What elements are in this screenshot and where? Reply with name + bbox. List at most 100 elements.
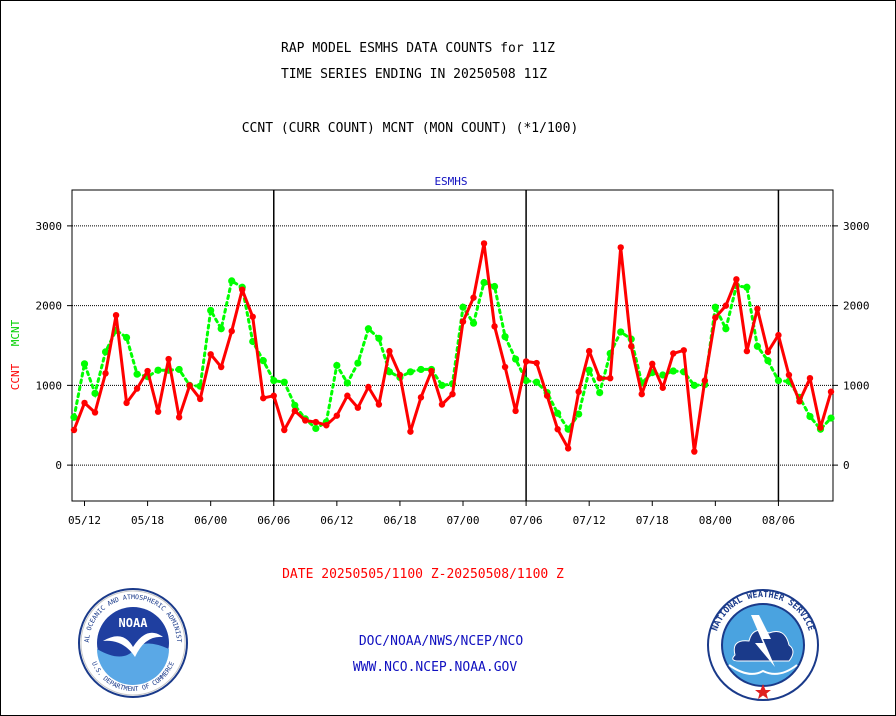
series-ccnt-point <box>722 302 730 309</box>
series-mcnt-point <box>533 378 541 386</box>
series-ccnt-point <box>375 401 383 408</box>
noaa-logo-text: NOAA <box>119 616 149 630</box>
series-ccnt-point <box>691 448 698 455</box>
series-ccnt-point <box>449 390 456 398</box>
series-ccnt-point <box>575 388 582 395</box>
series-ccnt-point <box>144 367 151 375</box>
series-ccnt-point <box>186 382 193 389</box>
series-mcnt-point <box>70 413 78 421</box>
series-mcnt-point <box>207 306 215 315</box>
x-tick-label: 06/00 <box>194 514 227 527</box>
series-ccnt-point <box>785 371 793 379</box>
series-mcnt-point <box>364 325 372 333</box>
series-ccnt-point <box>312 418 320 426</box>
series-mcnt-point <box>438 381 446 389</box>
chart-header-line1: RAP MODEL ESMHS DATA COUNTS for 11Z <box>281 41 555 56</box>
series-ccnt-point <box>670 350 677 357</box>
series-layer <box>70 240 835 455</box>
series-mcnt <box>70 277 835 433</box>
series-mcnt-point <box>554 409 562 417</box>
series-ccnt-point <box>512 407 519 415</box>
series-mcnt-point <box>259 357 267 365</box>
series-ccnt-point <box>260 394 267 402</box>
series-ccnt-point <box>817 424 824 431</box>
series-mcnt-point <box>375 334 383 342</box>
series-ccnt-point <box>659 384 666 391</box>
series-ccnt <box>70 240 835 455</box>
series-mcnt-point <box>522 376 530 385</box>
series-ccnt-point <box>228 327 235 335</box>
series-ccnt-point <box>743 347 751 355</box>
series-ccnt-point <box>491 323 498 330</box>
series-mcnt-point <box>764 357 772 365</box>
series-mcnt-point <box>343 379 351 387</box>
x-axis-ticks: 05/12 05/18 06/00 06/06 06/12 06/18 07/00 07/06… <box>68 501 795 527</box>
series-ccnt-point <box>596 374 603 382</box>
series-mcnt-point <box>659 371 667 379</box>
y-tick-label-left: 2000 <box>36 300 63 313</box>
y-tick-label-left: 1000 <box>36 379 63 392</box>
series-mcnt-point <box>585 366 593 374</box>
plot-area <box>71 189 834 502</box>
series-mcnt-point <box>753 342 762 350</box>
series-ccnt-point <box>712 314 719 321</box>
date-range-label: DATE 20250505/1100 Z-20250508/1100 Z <box>282 567 564 582</box>
series-mcnt-point <box>228 277 236 285</box>
series-ccnt-point <box>459 318 467 325</box>
series-ccnt-point <box>333 412 341 419</box>
series-ccnt-point <box>585 347 593 355</box>
series-mcnt-point <box>154 366 162 374</box>
nco-link[interactable]: DOC/NOAA/NWS/NCEP/NCO <box>359 634 524 649</box>
series-ccnt-line <box>72 241 833 454</box>
series-mcnt-point <box>617 328 625 336</box>
series-ccnt-point <box>522 358 530 365</box>
nco-website-link[interactable]: WWW.NCO.NCEP.NOAA.GOV <box>353 660 518 675</box>
series-ccnt-point <box>249 313 256 320</box>
series-mcnt-point <box>459 303 467 311</box>
series-ccnt-point <box>81 399 88 407</box>
series-ccnt-point <box>302 417 309 424</box>
y-tick-label-right: 0 <box>843 459 850 472</box>
series-mcnt-point <box>596 388 604 397</box>
series-ccnt-point <box>607 374 614 382</box>
series-mcnt-point <box>291 401 299 409</box>
nws-logo: NATIONAL WEATHER SERVICE <box>707 589 819 701</box>
series-ccnt-point <box>617 244 624 251</box>
series-ccnt-point <box>543 392 551 399</box>
y-tick-label-right: 3000 <box>843 220 870 233</box>
series-ccnt-point <box>733 276 740 283</box>
series-mcnt-point <box>417 365 425 374</box>
series-mcnt-point <box>80 360 89 368</box>
series-mcnt-point <box>469 319 478 327</box>
x-tick-label: 05/12 <box>68 514 101 527</box>
series-ccnt-point <box>207 351 214 358</box>
series-ccnt-point <box>270 392 277 399</box>
series-mcnt-point <box>333 361 341 370</box>
x-tick-label: 06/12 <box>320 514 353 527</box>
series-ccnt-point <box>407 428 414 435</box>
series-mcnt-point <box>354 359 362 367</box>
series-mcnt-point <box>270 376 278 385</box>
series-ccnt-point <box>428 367 435 375</box>
chart-title: ESMHS <box>434 175 467 188</box>
series-mcnt-point <box>575 410 583 418</box>
y-tick-label-left: 3000 <box>36 220 63 233</box>
series-ccnt-point <box>701 377 709 384</box>
series-ccnt-point <box>396 371 404 379</box>
series-mcnt-point <box>101 348 110 356</box>
series-mcnt-point <box>280 378 288 386</box>
x-tick-label: 06/06 <box>257 514 290 527</box>
y-axis-label-mcnt: MCNT <box>9 319 22 346</box>
chart-header-line2: TIME SERIES ENDING IN 20250508 11Z <box>281 67 547 82</box>
series-ccnt-point <box>638 390 645 398</box>
series-ccnt-point <box>196 395 204 403</box>
series-ccnt-point <box>754 305 761 313</box>
series-ccnt-point <box>291 407 298 415</box>
series-mcnt-point <box>774 376 783 385</box>
series-mcnt-point <box>722 325 730 333</box>
x-tick-label: 08/06 <box>762 514 795 527</box>
series-ccnt-point <box>239 286 246 293</box>
series-ccnt-point <box>533 359 540 367</box>
series-mcnt-point <box>385 368 394 376</box>
series-ccnt-point <box>775 331 782 339</box>
